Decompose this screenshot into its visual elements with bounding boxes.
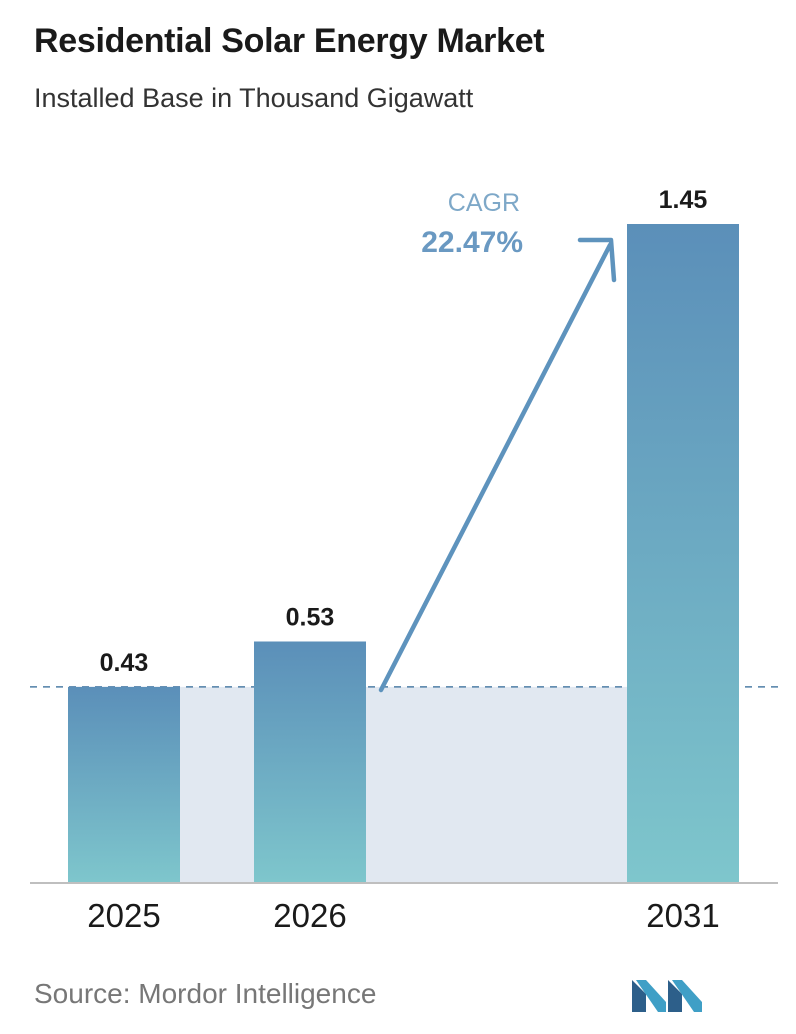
cagr-value: 22.47%	[421, 226, 523, 259]
cagr-arrow-head	[577, 237, 617, 283]
chart-subtitle: Installed Base in Thousand Gigawatt	[34, 83, 474, 113]
data-label-2031: 1.45	[659, 186, 708, 214]
bar-2031	[627, 224, 739, 882]
category-label-2026: 2026	[273, 897, 346, 934]
chart-title: Residential Solar Energy Market	[34, 22, 545, 60]
category-label-2025: 2025	[87, 897, 160, 934]
reference-band	[180, 686, 627, 882]
source-text: Source: Mordor Intelligence	[34, 978, 377, 1009]
mordor-intelligence-logo	[632, 980, 702, 1012]
cagr-arrow	[378, 242, 613, 693]
bar-2025	[68, 686, 180, 882]
data-label-2026: 0.53	[286, 603, 335, 631]
bar-2026	[254, 641, 366, 882]
data-label-2025: 0.43	[100, 649, 149, 677]
category-label-2031: 2031	[646, 897, 719, 934]
cagr-label: CAGR	[448, 189, 520, 217]
